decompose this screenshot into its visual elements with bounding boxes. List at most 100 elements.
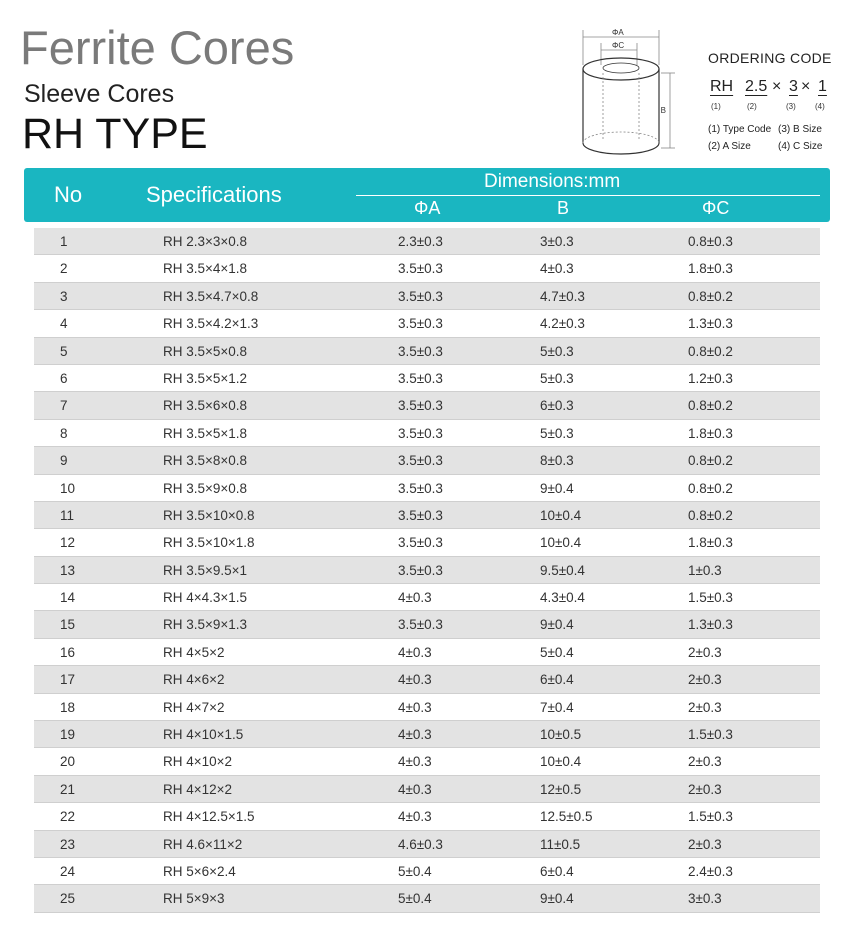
table-row: 10 RH 3.5×9×0.8 3.5±0.3 9±0.4 0.8±0.2 (34, 475, 820, 502)
cell-spec: RH 4.6×11×2 (163, 836, 243, 852)
table-row: 17 RH 4×6×2 4±0.3 6±0.4 2±0.3 (34, 666, 820, 694)
cell-a: 3.5±0.3 (398, 425, 443, 441)
cell-no: 25 (60, 891, 76, 907)
cell-b: 10±0.4 (540, 535, 582, 551)
table-row: 25 RH 5×9×3 5±0.4 9±0.4 3±0.3 (34, 885, 820, 913)
cell-c: 0.8±0.2 (688, 480, 733, 496)
cell-spec: RH 3.5×10×1.8 (163, 535, 255, 551)
cell-no: 2 (60, 261, 68, 277)
cell-a: 3.5±0.3 (398, 370, 443, 386)
cell-a: 3.5±0.3 (398, 562, 443, 578)
cell-b: 9±0.4 (540, 480, 574, 496)
cell-a: 4±0.3 (398, 672, 432, 688)
cell-spec: RH 3.5×5×1.8 (163, 425, 248, 441)
cell-a: 4±0.3 (398, 781, 432, 797)
header-b: B (557, 198, 570, 218)
cell-b: 9±0.4 (540, 891, 574, 907)
cell-c: 1.2±0.3 (688, 370, 733, 386)
page-title: Ferrite Cores (20, 21, 295, 74)
cell-c: 1.8±0.3 (688, 425, 733, 441)
cell-b: 10±0.4 (540, 507, 582, 523)
cell-b: 6±0.3 (540, 398, 574, 414)
cell-spec: RH 4×12.5×1.5 (163, 809, 255, 825)
cell-no: 19 (60, 727, 76, 743)
cell-a: 3.5±0.3 (398, 288, 443, 304)
code-part-3: 3 (789, 78, 798, 95)
cell-c: 0.8±0.3 (688, 234, 733, 249)
cell-c: 1.8±0.3 (688, 261, 733, 277)
cell-a: 4.6±0.3 (398, 836, 443, 852)
label-a: ΦA (612, 28, 624, 37)
cell-c: 1±0.3 (688, 562, 722, 578)
cell-c: 3±0.3 (688, 891, 722, 907)
cell-no: 23 (60, 836, 76, 852)
cell-c: 1.5±0.3 (688, 727, 733, 743)
table-row: 3 RH 3.5×4.7×0.8 3.5±0.3 4.7±0.3 0.8±0.2 (34, 282, 820, 311)
cell-a: 4±0.3 (398, 727, 432, 743)
cell-a: 3.5±0.3 (398, 398, 443, 414)
cell-a: 5±0.4 (398, 891, 432, 907)
cell-spec: RH 3.5×9×1.3 (163, 617, 248, 633)
cell-b: 4.3±0.4 (540, 590, 585, 606)
cell-b: 7±0.4 (540, 699, 574, 715)
table-row: 5 RH 3.5×5×0.8 3.5±0.3 5±0.3 0.8±0.2 (34, 337, 820, 365)
table-row: 1 RH 2.3×3×0.8 2.3±0.3 3±0.3 0.8±0.3 (34, 228, 820, 256)
cell-b: 4.2±0.3 (540, 316, 585, 332)
header-a: ΦA (414, 198, 441, 218)
table-row: 19 RH 4×10×1.5 4±0.3 10±0.5 1.5±0.3 (34, 721, 820, 749)
cell-b: 6±0.4 (540, 863, 574, 879)
cell-c: 2.4±0.3 (688, 863, 733, 879)
cell-a: 4±0.3 (398, 590, 432, 606)
cell-b: 10±0.4 (540, 754, 582, 770)
cell-no: 9 (60, 453, 68, 469)
cell-no: 22 (60, 809, 76, 825)
legend-item: (4) C Size (778, 141, 823, 152)
cell-a: 3.5±0.3 (398, 453, 443, 469)
table-row: 13 RH 3.5×9.5×1 3.5±0.3 9.5±0.4 1±0.3 (34, 556, 820, 585)
cell-c: 2±0.3 (688, 699, 722, 715)
cell-no: 21 (60, 781, 76, 797)
table-row: 11 RH 3.5×10×0.8 3.5±0.3 10±0.4 0.8±0.2 (34, 501, 820, 530)
cell-no: 17 (60, 672, 76, 688)
cell-spec: RH 3.5×4.7×0.8 (163, 288, 259, 304)
cell-no: 6 (60, 370, 68, 386)
cell-no: 18 (60, 699, 76, 715)
cell-c: 0.8±0.2 (688, 507, 733, 523)
cell-a: 3.5±0.3 (398, 343, 443, 359)
cell-spec: RH 3.5×4.2×1.3 (163, 316, 259, 332)
table-row: 4 RH 3.5×4.2×1.3 3.5±0.3 4.2±0.3 1.3±0.3 (34, 310, 820, 338)
table-row: 7 RH 3.5×6×0.8 3.5±0.3 6±0.3 0.8±0.2 (34, 392, 820, 420)
cell-c: 1.3±0.3 (688, 316, 733, 332)
header-no: No (54, 182, 83, 207)
cell-b: 10±0.5 (540, 727, 582, 743)
cell-b: 5±0.3 (540, 370, 574, 386)
cell-no: 4 (60, 316, 68, 332)
cell-spec: RH 4×7×2 (163, 699, 225, 715)
table-header: No Specifications Dimensions:mm ΦA B ΦC (24, 168, 830, 222)
cell-no: 24 (60, 863, 76, 879)
table-row: 21 RH 4×12×2 4±0.3 12±0.5 2±0.3 (34, 775, 820, 804)
cell-b: 12.5±0.5 (540, 809, 593, 825)
table-row: 22 RH 4×12.5×1.5 4±0.3 12.5±0.5 1.5±0.3 (34, 803, 820, 831)
legend-item: (1) Type Code (708, 124, 772, 135)
cell-a: 5±0.4 (398, 863, 432, 879)
cell-c: 1.8±0.3 (688, 535, 733, 551)
cell-c: 0.8±0.2 (688, 288, 733, 304)
cell-c: 2±0.3 (688, 836, 722, 852)
cell-spec: RH 4×6×2 (163, 672, 225, 688)
code-index: (4) (815, 102, 825, 111)
cell-a: 4±0.3 (398, 754, 432, 770)
cell-c: 2±0.3 (688, 781, 722, 797)
cell-a: 4±0.3 (398, 644, 432, 660)
cell-spec: RH 2.3×3×0.8 (163, 234, 248, 249)
cell-c: 2±0.3 (688, 754, 722, 770)
table-row: 12 RH 3.5×10×1.8 3.5±0.3 10±0.4 1.8±0.3 (34, 529, 820, 557)
cell-spec: RH 3.5×10×0.8 (163, 507, 255, 523)
cell-no: 5 (60, 343, 68, 359)
label-b: B (661, 106, 666, 115)
cell-no: 20 (60, 754, 76, 770)
cell-no: 14 (60, 590, 76, 606)
cell-no: 1 (60, 234, 68, 249)
table-row: 23 RH 4.6×11×2 4.6±0.3 11±0.5 2±0.3 (34, 830, 820, 858)
